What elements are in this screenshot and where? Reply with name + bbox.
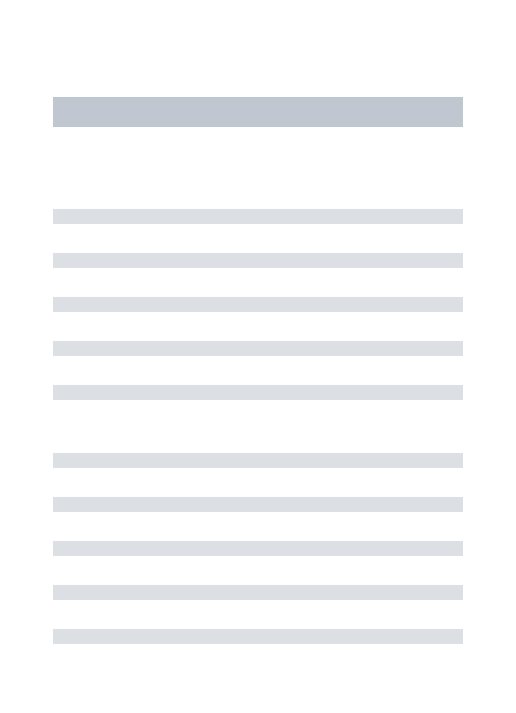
text-placeholder-line: [53, 297, 463, 312]
text-placeholder-line: [53, 341, 463, 356]
text-placeholder-line: [53, 453, 463, 468]
text-placeholder-line: [53, 253, 463, 268]
text-placeholder-line: [53, 585, 463, 600]
text-placeholder-line: [53, 497, 463, 512]
text-placeholder-line: [53, 385, 463, 400]
text-placeholder-line: [53, 209, 463, 224]
section-gap: [53, 429, 463, 453]
text-placeholder-line: [53, 629, 463, 644]
text-placeholder-line: [53, 541, 463, 556]
document-skeleton: [0, 0, 516, 644]
title-placeholder-bar: [53, 97, 463, 127]
